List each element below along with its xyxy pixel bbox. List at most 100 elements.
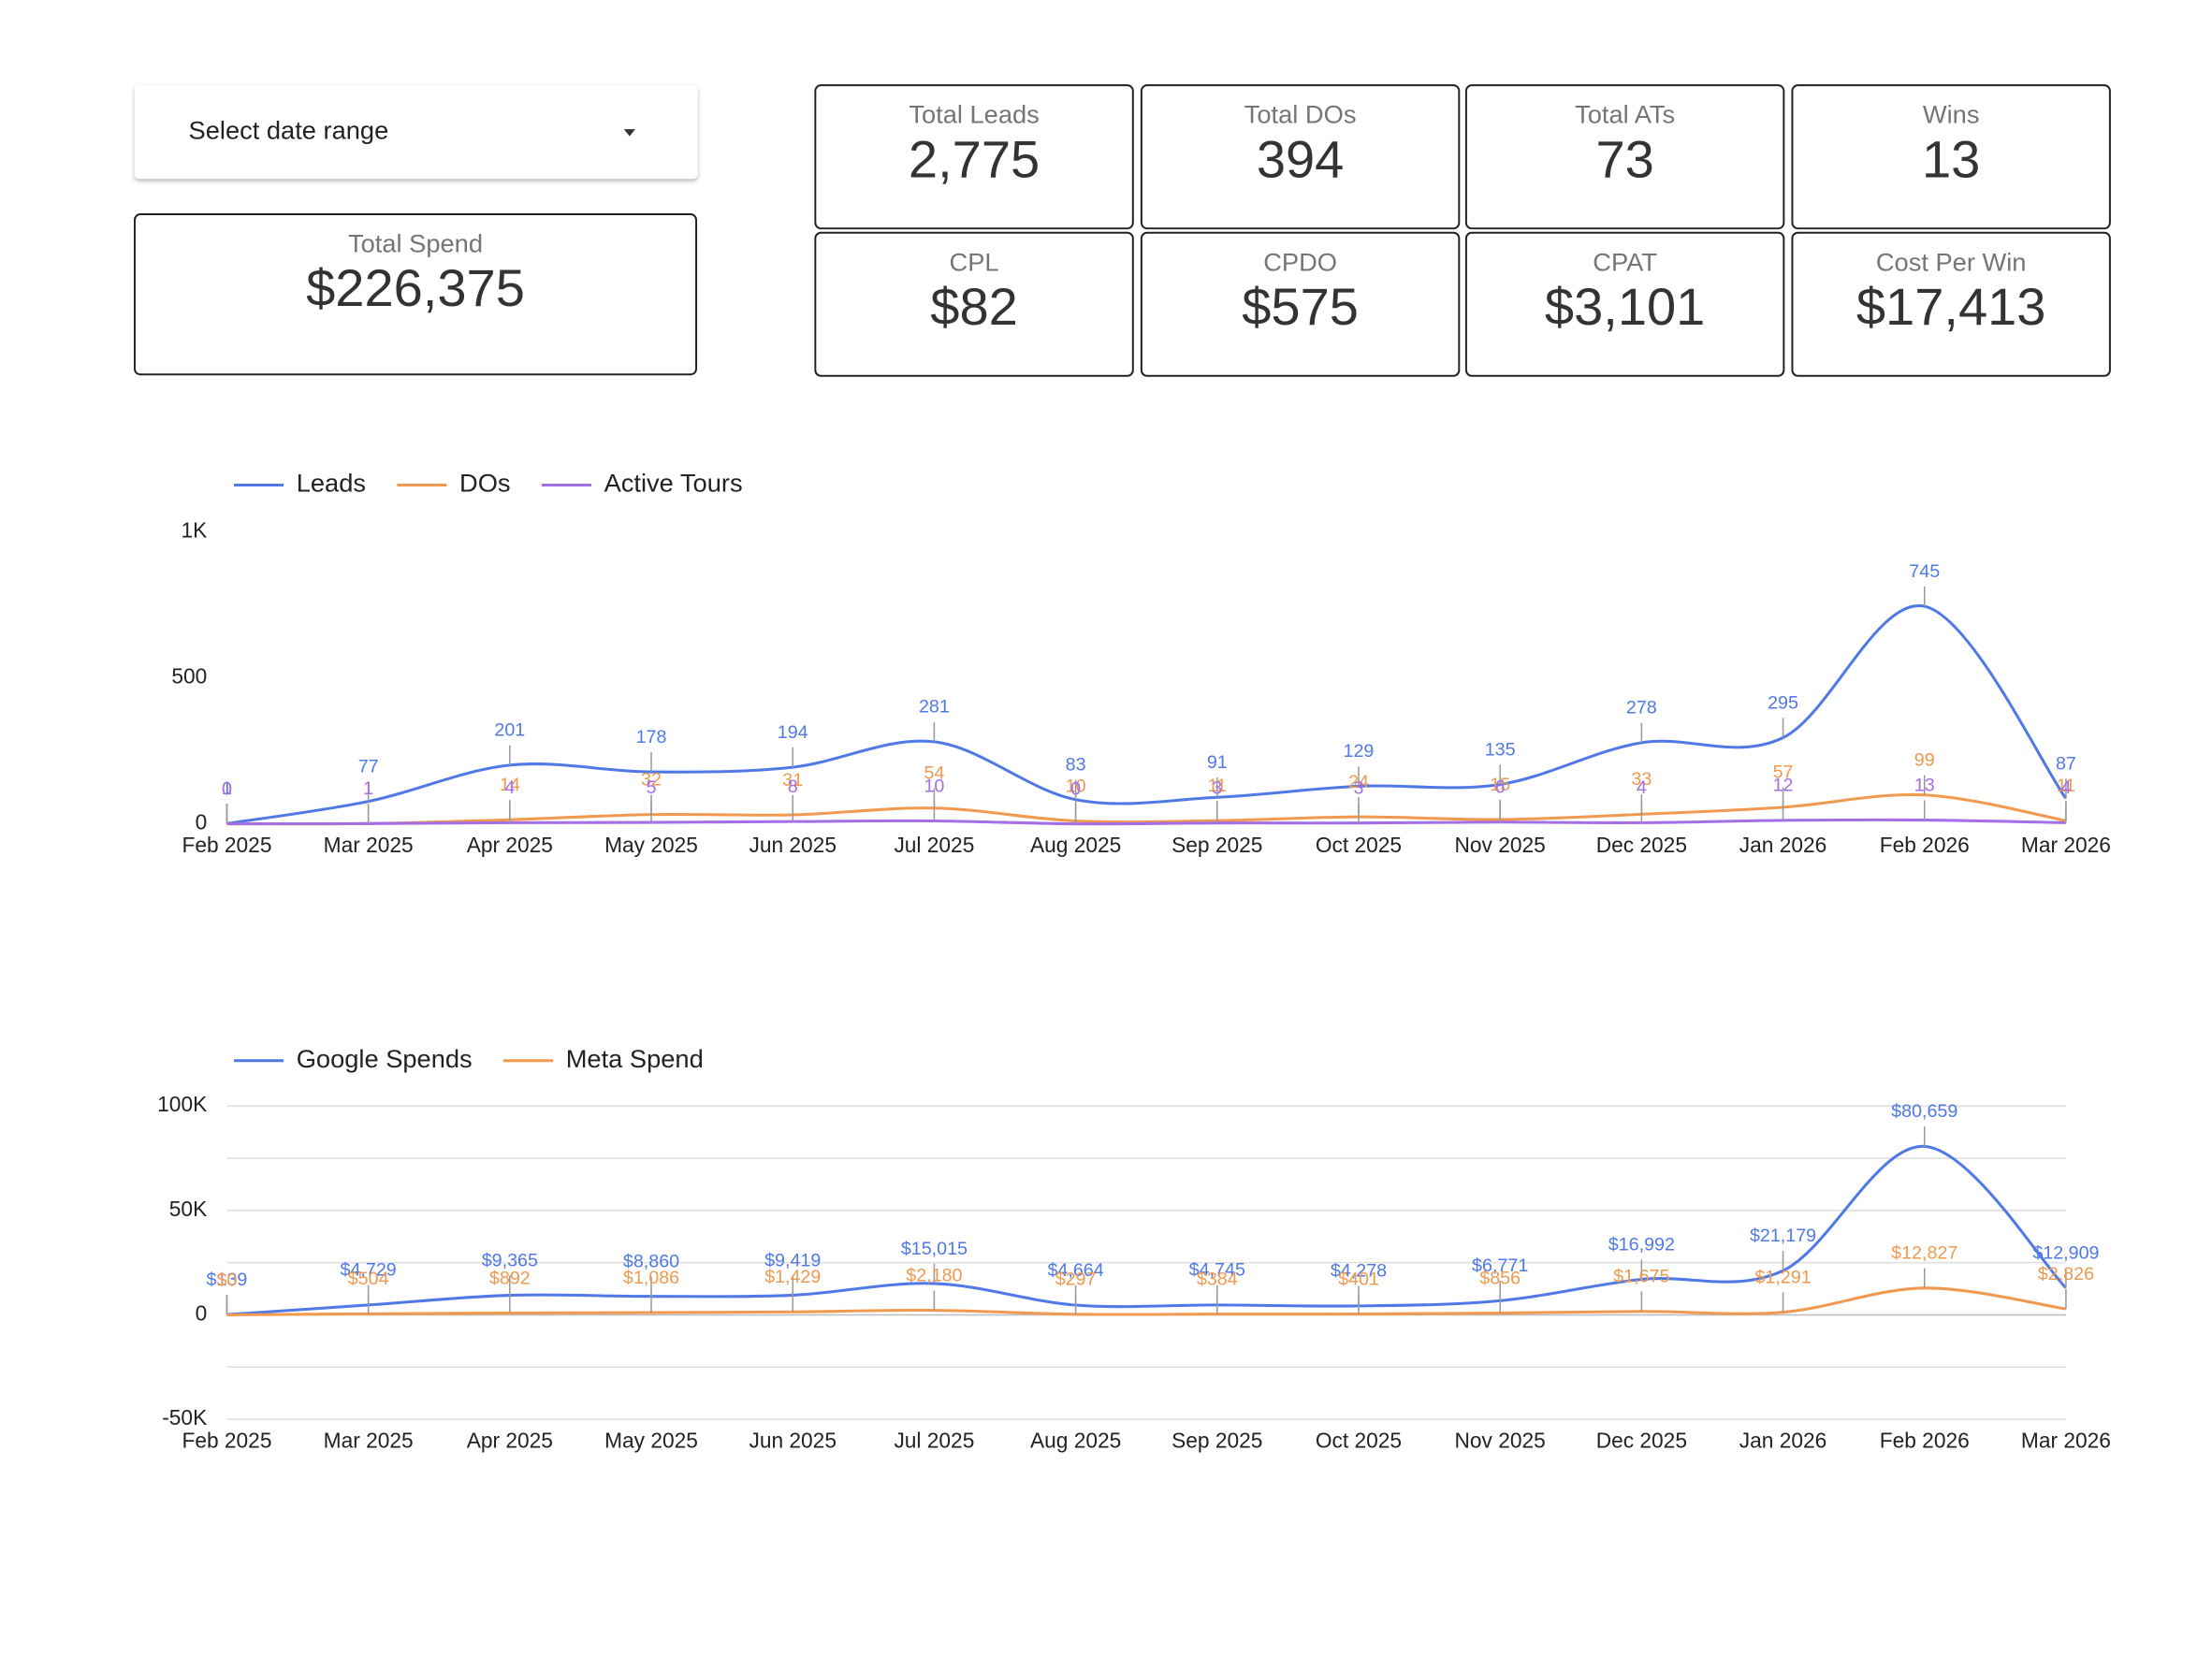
- kpi-value: 13: [1922, 129, 1980, 188]
- kpi-value: $226,375: [306, 258, 525, 317]
- data-label: $15,015: [901, 1239, 968, 1259]
- x-tick-label: Oct 2025: [1316, 1428, 1402, 1452]
- y-tick-label: 0: [196, 1300, 208, 1325]
- dropdown-arrow[interactable]: [623, 129, 635, 137]
- kpi-box: [133, 213, 698, 376]
- data-label: $1,675: [1613, 1267, 1669, 1287]
- data-label: 1: [363, 778, 373, 799]
- data-label: $12,827: [1891, 1243, 1957, 1264]
- data-label: 83: [1066, 755, 1086, 776]
- data-label: 8: [788, 776, 798, 797]
- kpi-card: Total Spend$226,375: [133, 213, 698, 376]
- x-tick-label: Jul 2025: [894, 833, 974, 857]
- y-tick-label: -50K: [162, 1405, 207, 1430]
- data-label: $1,291: [1754, 1267, 1811, 1287]
- x-tick-label: Feb 2025: [182, 833, 271, 857]
- data-label: 33: [1631, 769, 1652, 790]
- legend-label: Google Spends: [297, 1044, 473, 1073]
- kpi-label: Total Leads: [909, 100, 1039, 129]
- data-label: $139: [207, 1270, 248, 1290]
- data-label: $856: [1479, 1268, 1521, 1288]
- kpi-value: 73: [1595, 129, 1653, 188]
- data-label: $4,729: [341, 1260, 397, 1281]
- data-label: $21,179: [1750, 1226, 1816, 1246]
- data-label: $0: [217, 1270, 238, 1290]
- data-label: 10: [1066, 776, 1086, 796]
- kpi-label: Cost Per Win: [1876, 247, 2027, 276]
- data-label: 194: [778, 722, 808, 743]
- data-label: 281: [919, 697, 950, 718]
- data-label: $4,278: [1331, 1261, 1387, 1282]
- data-label: $9,365: [482, 1250, 538, 1270]
- x-tick-label: Feb 2026: [1880, 833, 1970, 857]
- x-tick-label: Aug 2025: [1030, 833, 1121, 857]
- data-label: 178: [636, 727, 667, 747]
- data-label: $297: [1055, 1270, 1097, 1290]
- line-chart: -50K 0 50K 100K Feb 2025 Mar 2025 Apr 2025 May …: [157, 1044, 2111, 1452]
- x-tick-label: Aug 2025: [1030, 1428, 1121, 1452]
- data-label: 0: [222, 778, 232, 799]
- series-line: [226, 818, 2066, 826]
- data-label: 278: [1626, 698, 1657, 718]
- data-label: 15: [1490, 775, 1510, 795]
- data-label: 0: [1070, 778, 1081, 799]
- kpi-box: [1464, 231, 1785, 377]
- kpi-card: Cost Per Win$17,413: [1791, 231, 2111, 377]
- kpi-value: $17,413: [1856, 277, 2046, 336]
- x-tick-label: Jan 2026: [1739, 1428, 1826, 1452]
- x-tick-label: Jul 2025: [894, 1428, 974, 1452]
- x-tick-label: Nov 2025: [1455, 1428, 1546, 1452]
- data-label: 14: [500, 775, 520, 795]
- data-label: $9,419: [764, 1250, 821, 1270]
- data-label: 77: [358, 756, 379, 776]
- data-label: $892: [489, 1268, 531, 1288]
- kpi-label: Wins: [1923, 100, 1980, 129]
- x-tick-label: Oct 2025: [1316, 833, 1402, 857]
- kpi-label: Total Spend: [348, 229, 483, 258]
- x-tick-label: Jun 2025: [749, 1428, 836, 1452]
- y-tick-label: 500: [171, 664, 207, 689]
- series-line: [226, 604, 2068, 825]
- kpi-label: Total DOs: [1244, 100, 1357, 129]
- kpi-box: [1140, 231, 1461, 377]
- date-range-control[interactable]: Select date range: [134, 85, 698, 180]
- data-label: $504: [348, 1269, 389, 1289]
- kpi-box: [1464, 84, 1785, 230]
- legend-label: Active Tours: [604, 469, 743, 498]
- data-label: 10: [924, 776, 944, 796]
- kpi-card: CPDO$575: [1140, 231, 1461, 377]
- y-tick-label: 1K: [181, 517, 207, 542]
- x-tick-label: Jan 2026: [1739, 833, 1826, 857]
- kpi-value: 2,775: [909, 129, 1040, 188]
- data-label: 87: [2056, 753, 2076, 774]
- x-tick-label: Apr 2025: [467, 833, 553, 857]
- data-label: 4: [504, 777, 515, 798]
- kpi-label: CPAT: [1593, 247, 1657, 276]
- kpi-card: CPL$82: [814, 231, 1134, 377]
- data-label: 6: [1495, 777, 1506, 798]
- y-tick-label: 100K: [157, 1092, 207, 1116]
- data-label: $16,992: [1608, 1234, 1675, 1255]
- x-tick-label: Feb 2025: [182, 1428, 271, 1452]
- data-label: 201: [494, 720, 525, 741]
- data-label: 3: [1353, 778, 1363, 799]
- dropdown-label[interactable]: Select date range: [189, 115, 389, 144]
- data-label: $2,826: [2038, 1264, 2094, 1284]
- data-label: $80,659: [1891, 1101, 1957, 1122]
- dropdown-box[interactable]: [134, 85, 698, 180]
- x-tick-label: Apr 2025: [467, 1428, 553, 1452]
- data-label: 57: [1773, 762, 1794, 783]
- kpi-label: Total ATs: [1575, 100, 1675, 129]
- data-label: $4,664: [1047, 1260, 1103, 1281]
- x-tick-label: Dec 2025: [1596, 1428, 1687, 1452]
- data-label: $8,860: [623, 1252, 679, 1272]
- y-tick-label: 0: [196, 810, 208, 834]
- data-label: $384: [1197, 1269, 1238, 1289]
